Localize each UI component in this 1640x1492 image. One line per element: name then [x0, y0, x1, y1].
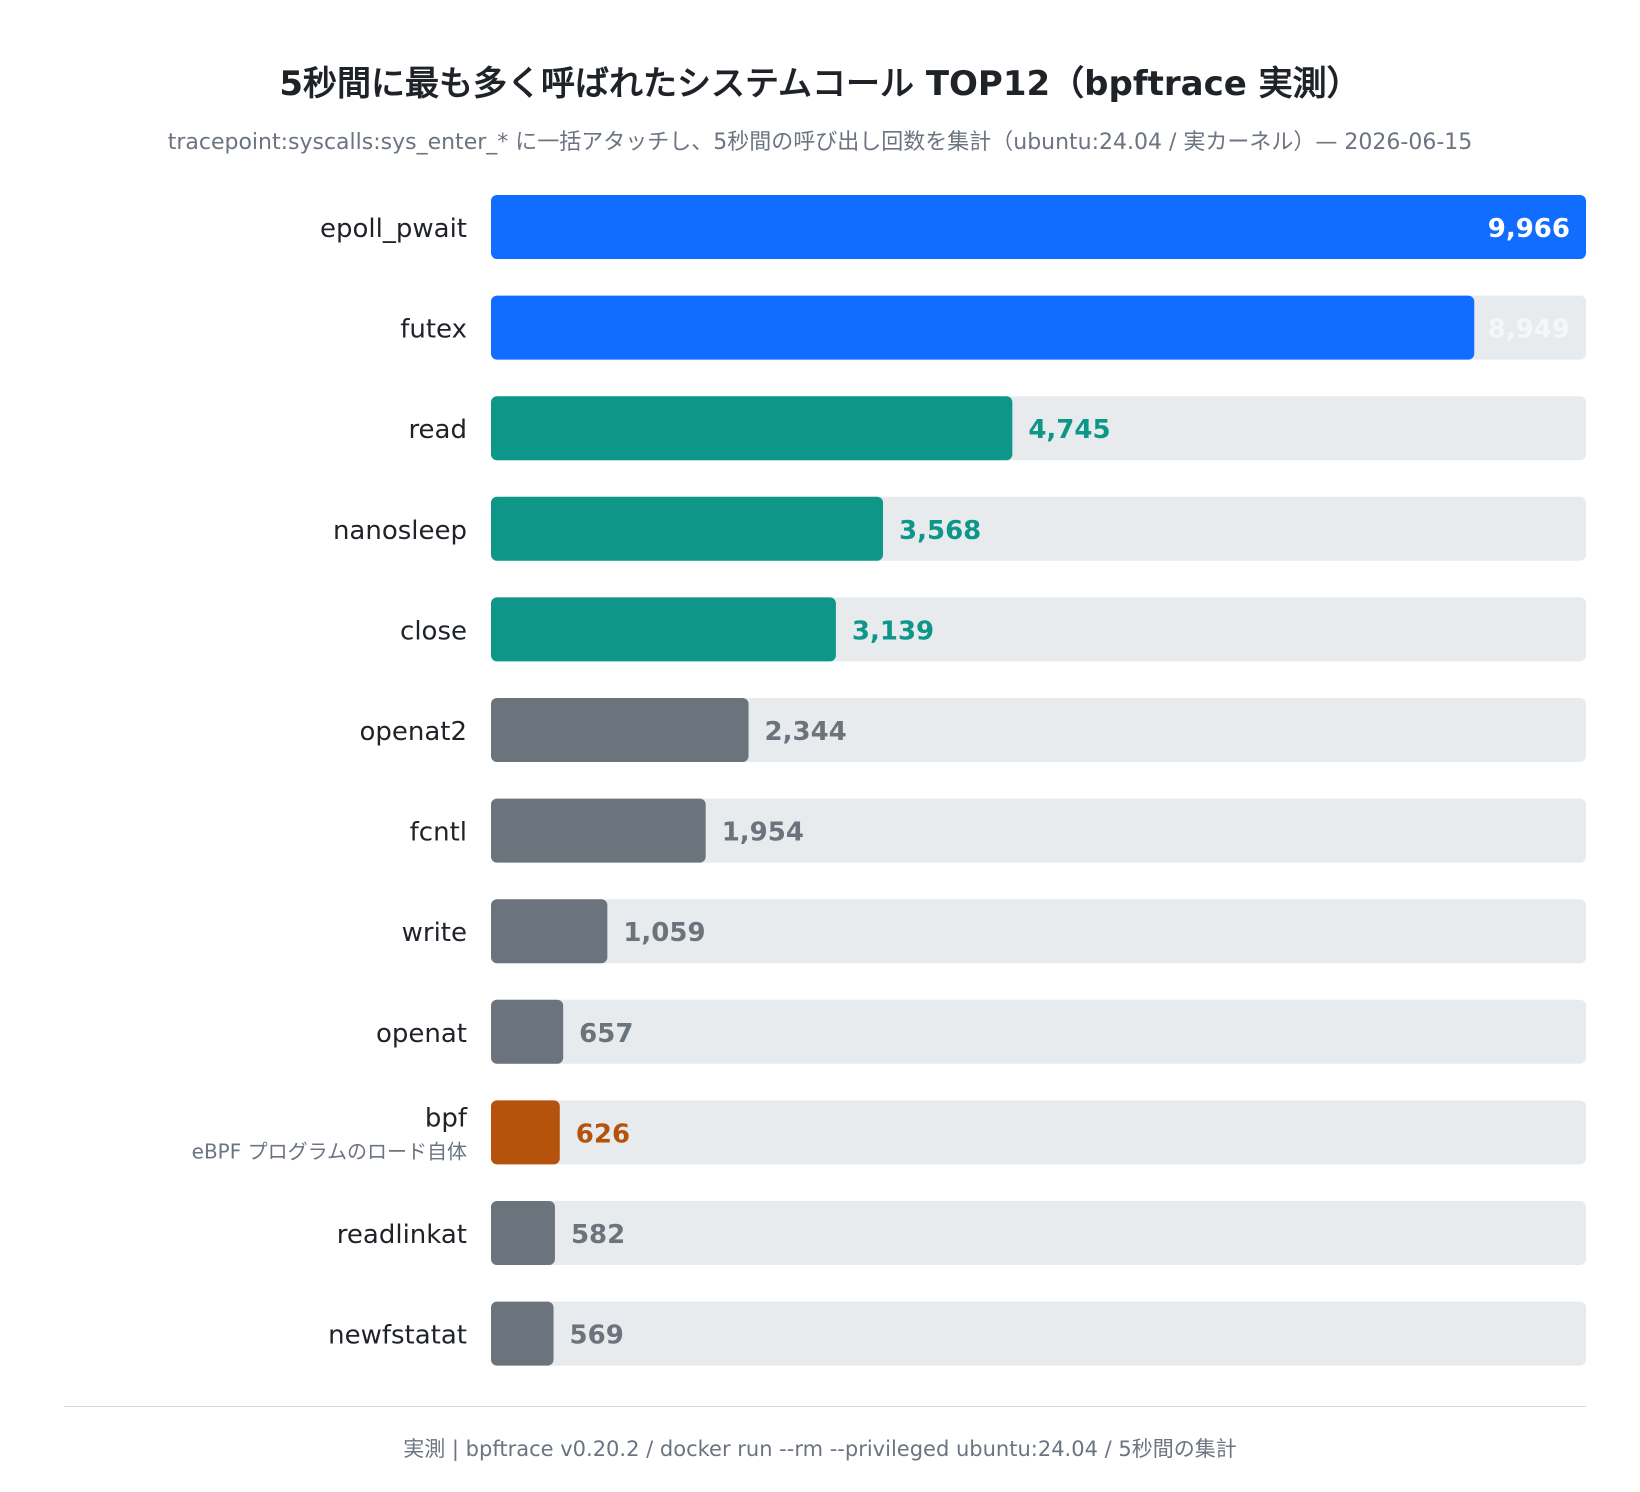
chart-subtitle: tracepoint:syscalls:sys_enter_* に一括アタッチし… [167, 130, 1473, 155]
bar-bpf [491, 1100, 560, 1165]
bar-write [491, 899, 608, 964]
bar-track-newfstatat [491, 1301, 1586, 1366]
value-label-newfstatat: 569 [570, 1321, 624, 1351]
bar-close [491, 597, 836, 662]
bar-nanosleep [491, 496, 884, 561]
category-label-readlinkat: readlinkat [337, 1220, 467, 1250]
category-label-close: close [400, 616, 467, 646]
category-label-epoll-pwait: epoll_pwait [320, 214, 467, 244]
category-label-newfstatat: newfstatat [328, 1321, 467, 1351]
value-label-readlinkat: 582 [571, 1220, 625, 1250]
bar-track-readlinkat [491, 1201, 1586, 1265]
value-label-bpf: 626 [576, 1119, 630, 1149]
bar-track-write [491, 899, 1586, 964]
category-label-fcntl: fcntl [410, 818, 467, 848]
chart-title: 5秒間に最も多く呼ばれたシステムコール TOP12（bpftrace 実測） [279, 64, 1361, 104]
category-label-openat: openat [376, 1019, 467, 1049]
category-label-openat2: openat2 [359, 717, 467, 747]
bar-track-openat [491, 999, 1586, 1064]
value-label-openat2: 2,344 [765, 717, 847, 747]
bar-epoll-pwait [491, 195, 1586, 259]
value-label-fcntl: 1,954 [722, 818, 804, 848]
bar-fcntl [491, 798, 706, 863]
bar-readlinkat [491, 1201, 555, 1265]
value-label-read: 4,745 [1028, 415, 1110, 445]
category-label-bpf: bpf [425, 1103, 468, 1133]
bar-openat [491, 999, 564, 1064]
value-label-epoll-pwait: 9,966 [1488, 214, 1570, 244]
category-note-bpf: eBPF プログラムのロード自体 [192, 1139, 467, 1163]
chart-footer: 実測 | bpftrace v0.20.2 / docker run --rm … [403, 1437, 1237, 1461]
bar-newfstatat [491, 1301, 554, 1366]
footer-divider [64, 1406, 1586, 1407]
value-label-write: 1,059 [623, 918, 705, 948]
bar-read [491, 396, 1013, 461]
value-label-close: 3,139 [852, 616, 934, 646]
bar-chart-plot: epoll_pwait 9,966 futex 8,949 read 4,745 nanos… [192, 195, 1586, 1366]
value-label-openat: 657 [579, 1019, 633, 1049]
value-label-futex: 8,949 [1488, 315, 1570, 345]
bar-track-openat2 [491, 698, 1586, 762]
bar-track-bpf [491, 1100, 1586, 1165]
category-label-read: read [408, 415, 467, 445]
category-label-nanosleep: nanosleep [333, 516, 467, 546]
value-label-nanosleep: 3,568 [899, 516, 981, 546]
category-label-write: write [402, 918, 467, 948]
bar-track-fcntl [491, 798, 1586, 863]
category-label-futex: futex [400, 315, 467, 345]
bar-futex [491, 295, 1475, 360]
bar-openat2 [491, 698, 749, 762]
